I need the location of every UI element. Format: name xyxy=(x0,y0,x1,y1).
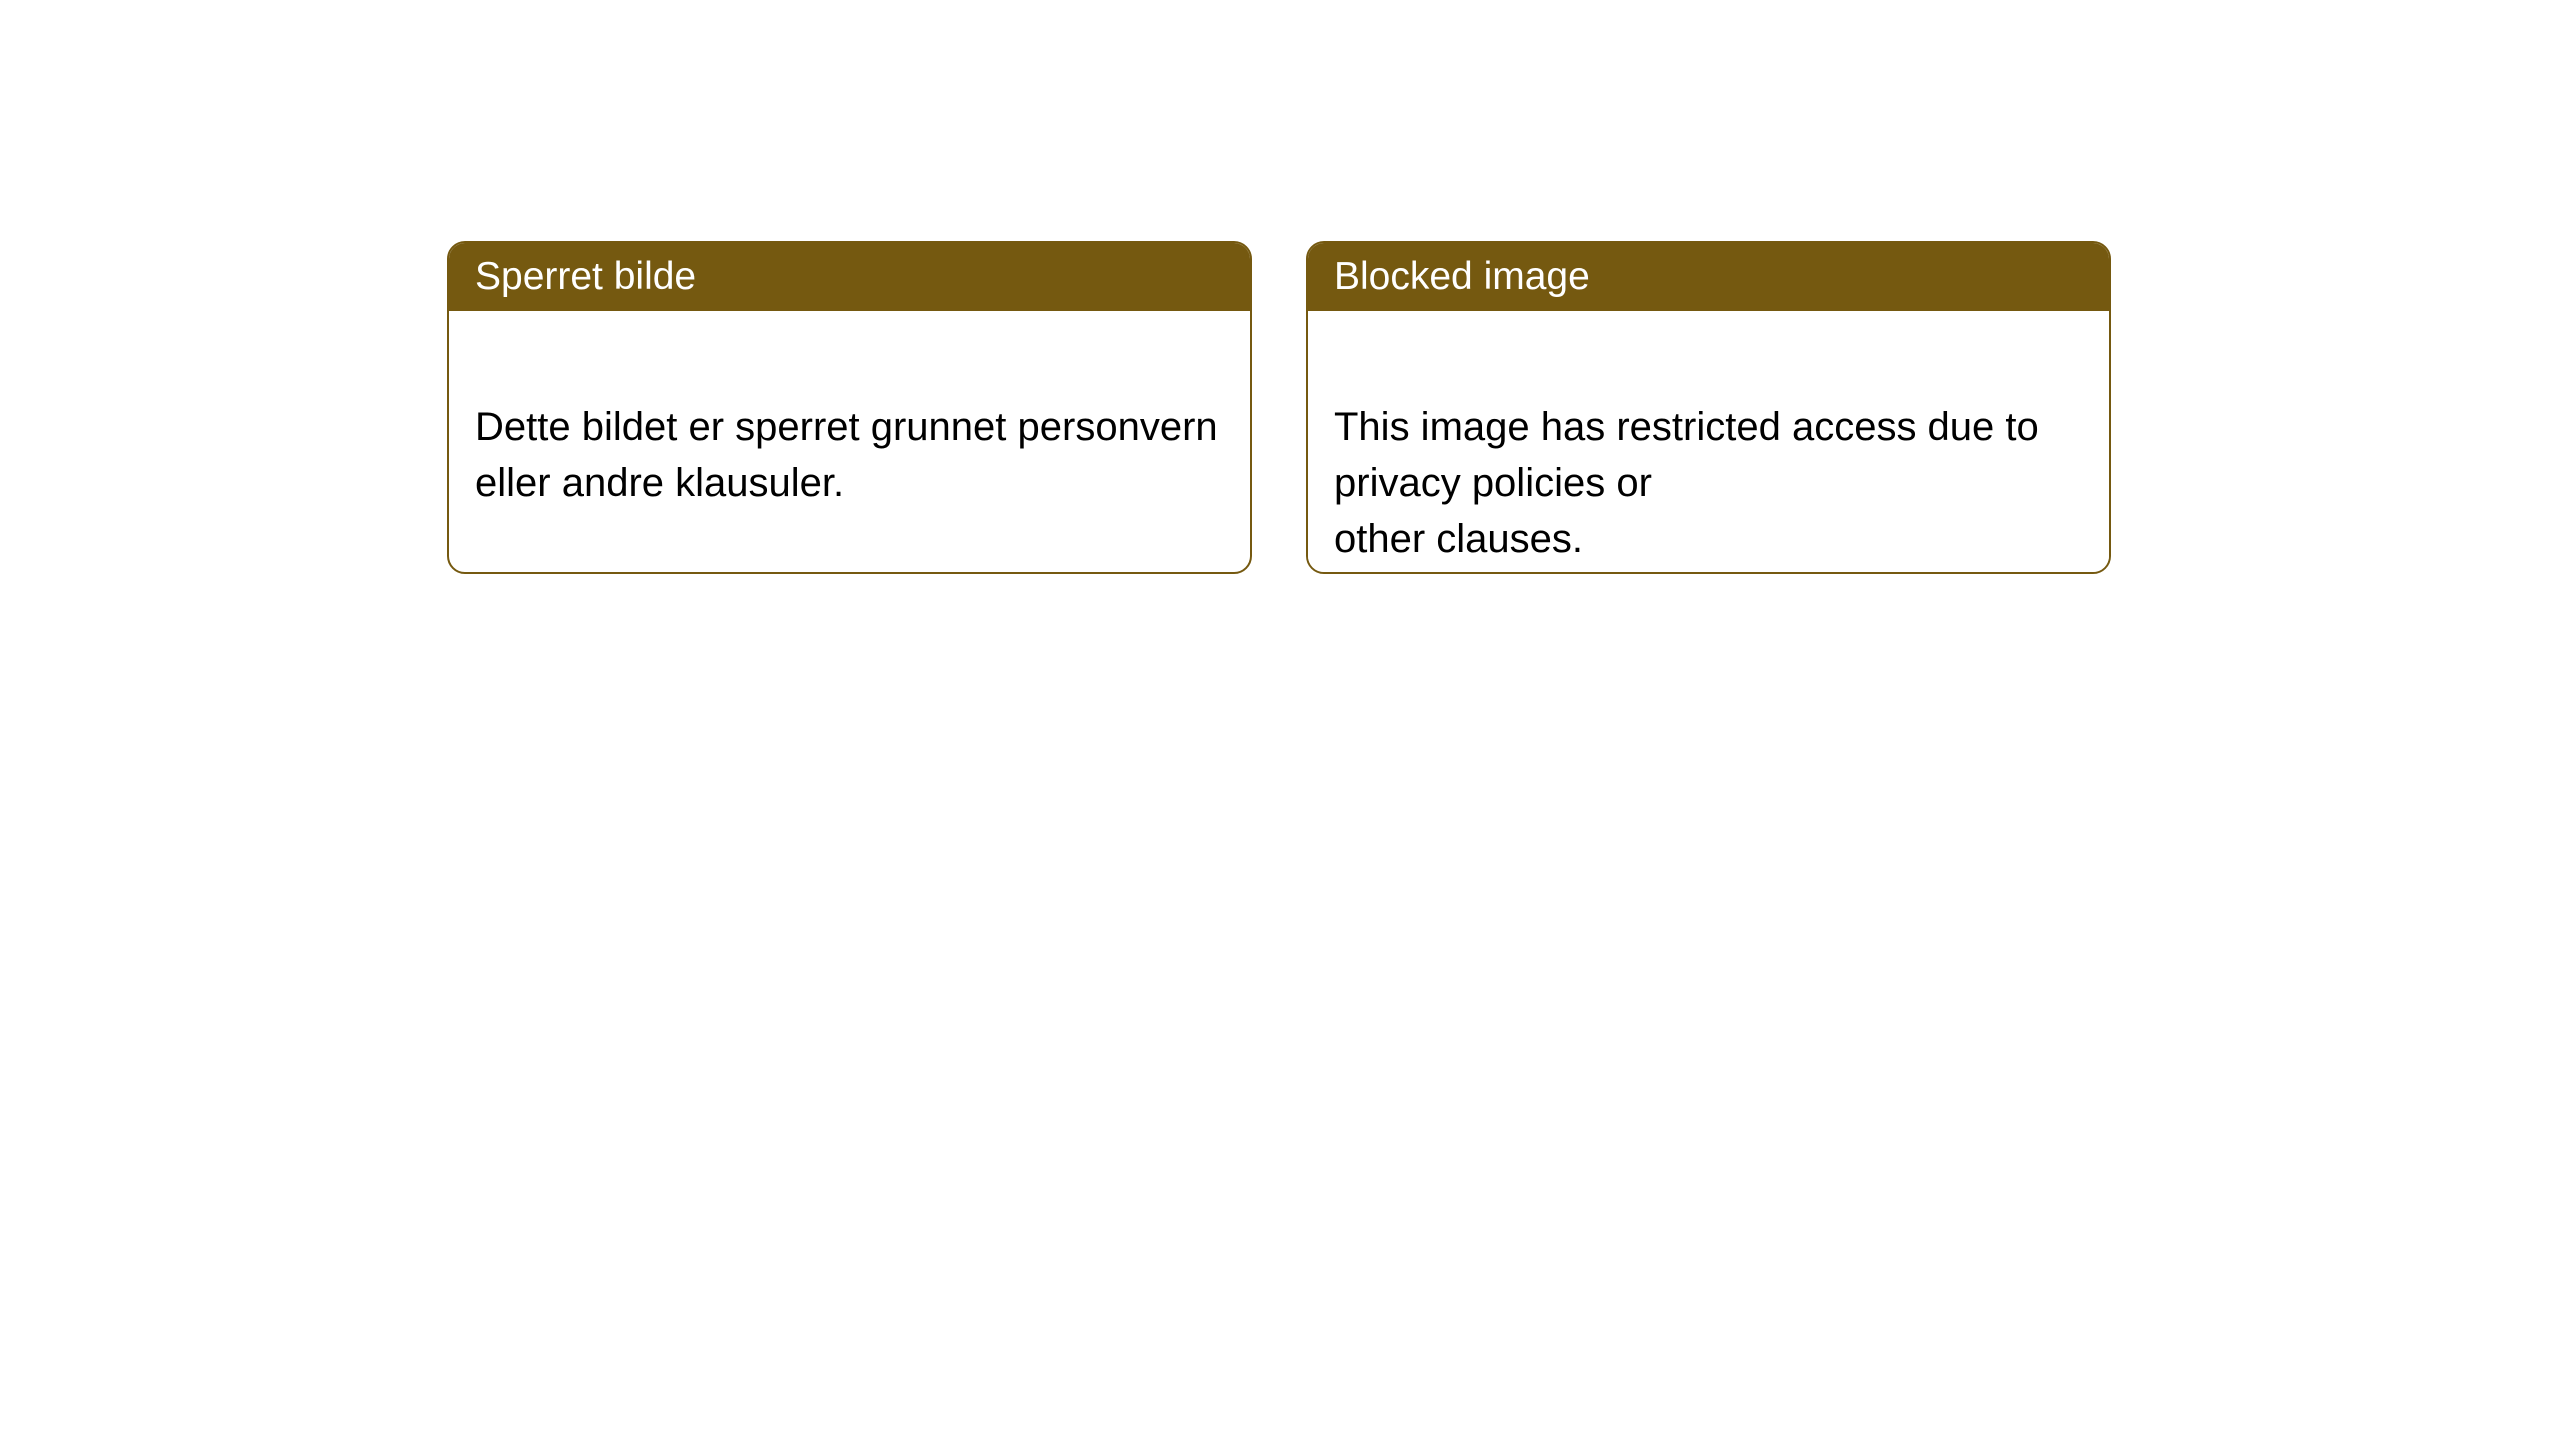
notice-card-english: Blocked image This image has restricted … xyxy=(1306,241,2111,574)
notice-body-text: Dette bildet er sperret grunnet personve… xyxy=(475,405,1218,505)
notice-card-norwegian: Sperret bilde Dette bildet er sperret gr… xyxy=(447,241,1252,574)
notice-body: This image has restricted access due to … xyxy=(1308,311,2109,574)
notice-body-text: This image has restricted access due to … xyxy=(1334,405,2039,561)
notice-header: Sperret bilde xyxy=(449,243,1250,311)
notice-title: Blocked image xyxy=(1334,255,1590,298)
notice-title: Sperret bilde xyxy=(475,255,696,298)
notice-container: Sperret bilde Dette bildet er sperret gr… xyxy=(447,241,2111,574)
notice-header: Blocked image xyxy=(1308,243,2109,311)
notice-body: Dette bildet er sperret grunnet personve… xyxy=(449,311,1250,572)
